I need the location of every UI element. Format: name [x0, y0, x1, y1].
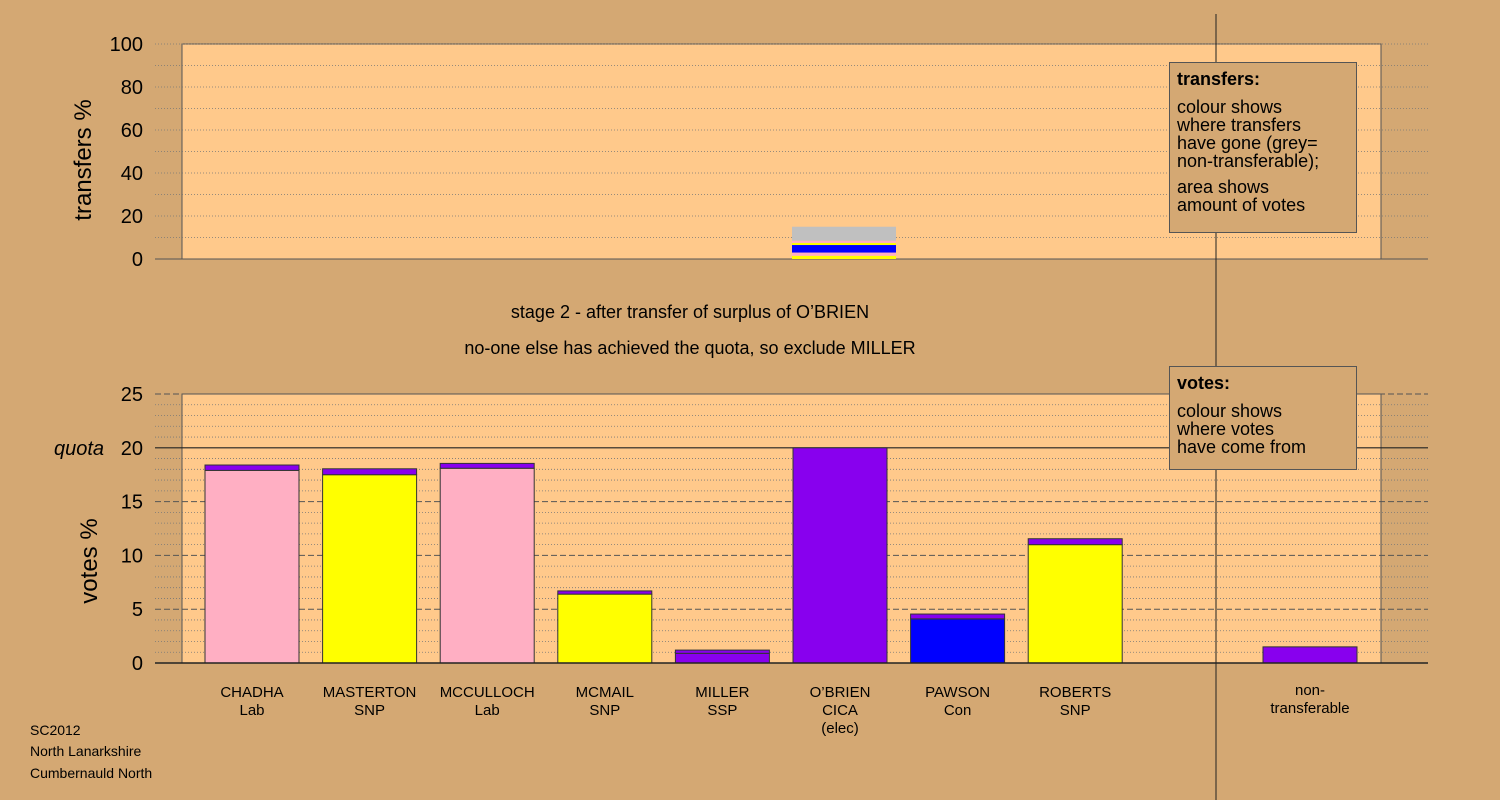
bar-mcmail-original: [557, 593, 653, 664]
transfers-legend-text: colour shows where transfers have gone (…: [1177, 97, 1320, 171]
transfers-legend: transfers: colour shows where transfers …: [1169, 62, 1357, 233]
stage-subtitle: no-one else has achieved the quota, so e…: [464, 338, 916, 358]
votes-y-tick-label: 5: [132, 599, 143, 621]
footer-council: North Lanarkshire: [30, 743, 142, 759]
transfers-y-tick-label: 100: [110, 34, 143, 56]
candidate-party-label: SNP: [354, 702, 385, 719]
candidate-party-label: Lab: [239, 702, 264, 719]
quota-label: quota: [54, 438, 105, 460]
transfer-segment-non-transferable: [792, 226, 896, 241]
votes-legend-text: colour shows where votes have come from: [1177, 401, 1307, 457]
votes-y-tick-label: 15: [121, 492, 143, 514]
votes-y-axis-label: votes %: [76, 518, 103, 604]
bar-non-transferable: [1262, 646, 1358, 664]
transfers-legend-heading: transfers:: [1177, 69, 1261, 89]
bar-masterton-transfer: [322, 468, 418, 476]
candidate-party-label: SSP: [707, 702, 737, 719]
candidate-party-label: SNP: [1060, 702, 1091, 719]
candidate-party-label: SNP: [589, 702, 620, 719]
transfer-segment-snp: [792, 242, 896, 246]
bar-chadha-original: [204, 469, 300, 664]
candidate-name-label: MASTERTON: [323, 684, 417, 701]
bar-pawson-original: [910, 618, 1006, 664]
transfers-y-tick-label: 60: [121, 120, 143, 142]
votes-legend: votes: colour shows where votes have com…: [1169, 366, 1357, 470]
bar-roberts-original: [1027, 544, 1123, 664]
votes-y-tick-label: 20: [121, 438, 143, 460]
bar-masterton-original: [322, 474, 418, 664]
transfers-y-tick-label: 40: [121, 163, 143, 185]
transfers-y-axis-label: transfers %: [70, 99, 97, 221]
transfers-y-tick-label: 0: [132, 249, 143, 271]
footer-election: SC2012: [30, 722, 81, 738]
candidate-party-label: Lab: [475, 702, 500, 719]
bar-obrien-original: [792, 447, 888, 664]
candidate-name-label: PAWSON: [925, 684, 990, 701]
candidate-party-label: Con: [944, 702, 972, 719]
transfers-y-tick-label: 80: [121, 77, 143, 99]
bar-chadha-transfer: [204, 464, 300, 471]
candidate-note-label: (elec): [821, 720, 859, 737]
candidate-party-label: CICA: [822, 702, 858, 719]
transfers-legend-text-2: area shows amount of votes: [1177, 177, 1306, 215]
bar-miller-original: [674, 652, 770, 664]
transfer-segment-lab: [792, 240, 896, 243]
votes-y-tick-label: 0: [132, 653, 143, 675]
transfer-segment-con: [792, 245, 896, 253]
candidate-name-label: MCCULLOCH: [440, 684, 535, 701]
bar-mcmail-transfer: [557, 590, 653, 595]
candidate-name-label: CHADHA: [220, 684, 283, 701]
candidate-name-label: O’BRIEN: [810, 684, 871, 701]
votes-y-tick-label: 25: [121, 384, 143, 406]
bar-mcculloch-transfer: [439, 462, 535, 469]
bar-mcculloch-original: [439, 467, 535, 664]
transfers-y-tick-label: 20: [121, 206, 143, 228]
transfer-segment-snp: [792, 255, 896, 259]
non-transferable-label: non-: [1295, 682, 1325, 699]
votes-y-tick-label: 10: [121, 545, 143, 567]
bar-miller-transfer: [674, 649, 770, 654]
non-transferable-label: transferable: [1270, 700, 1349, 717]
transfer-segment-lab: [792, 252, 896, 256]
footer-ward: Cumbernauld North: [30, 765, 153, 781]
candidate-name-label: MILLER: [695, 684, 749, 701]
votes-legend-heading: votes:: [1177, 373, 1231, 393]
bar-roberts-transfer: [1027, 538, 1123, 546]
candidate-name-label: MCMAIL: [576, 684, 634, 701]
bar-pawson-transfer: [910, 613, 1006, 620]
candidate-name-label: ROBERTS: [1039, 684, 1111, 701]
stage-title: stage 2 - after transfer of surplus of O…: [510, 302, 870, 322]
